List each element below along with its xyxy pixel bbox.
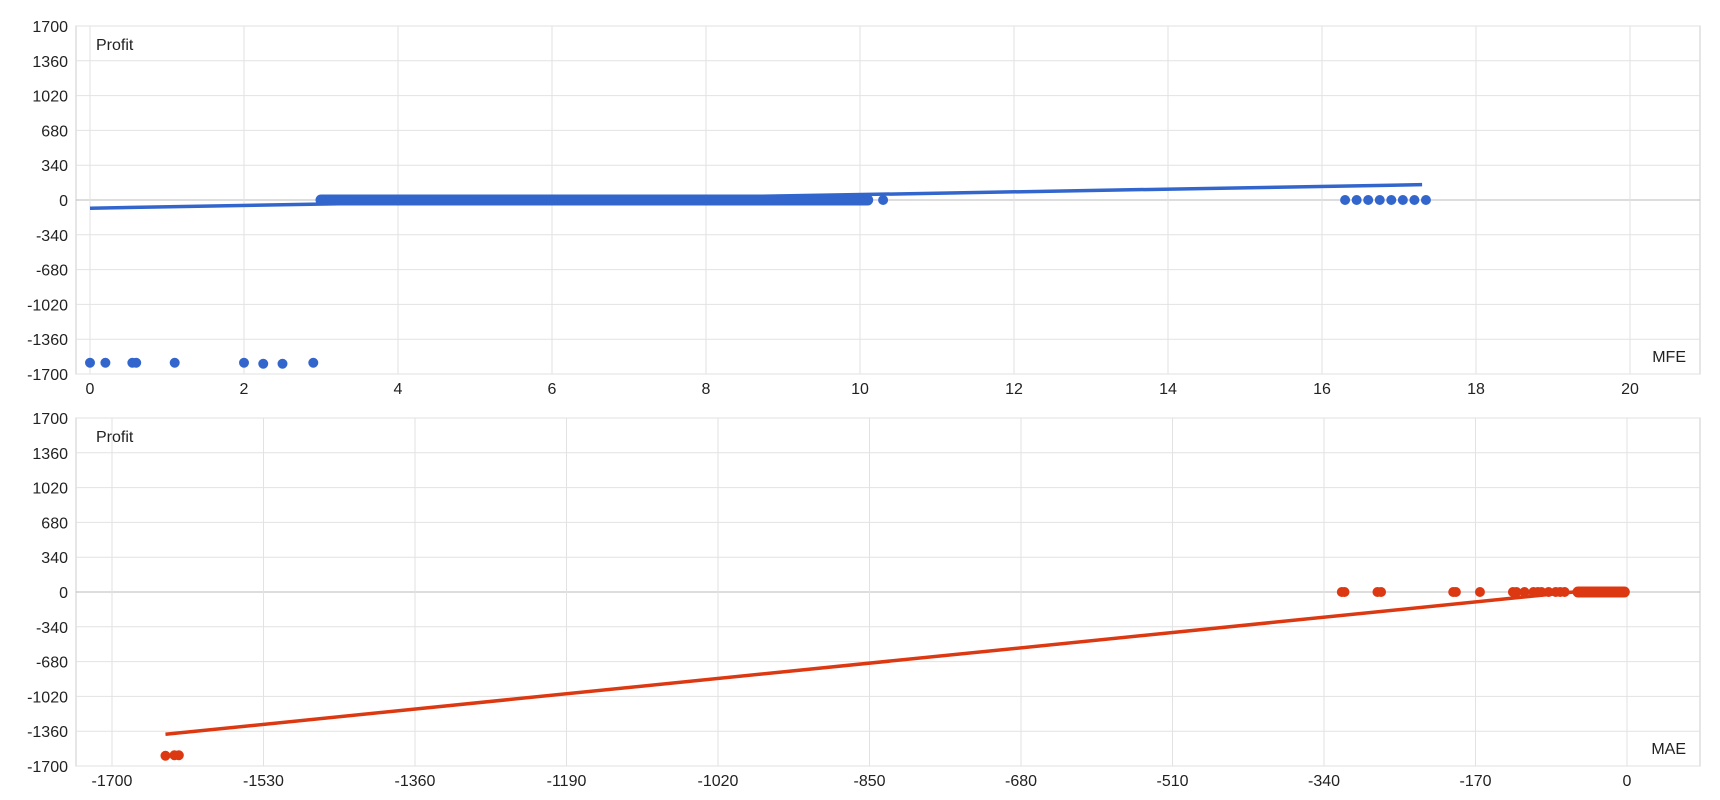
y-tick-label: 0 — [59, 193, 68, 210]
y-tick-label: 340 — [41, 550, 68, 567]
y-tick-label: -340 — [36, 620, 68, 637]
y-tick-label: -1360 — [27, 332, 68, 349]
x-tick-label: 6 — [548, 381, 557, 398]
scatter-point — [1376, 587, 1387, 597]
x-tick-label: 12 — [1005, 381, 1023, 398]
y-tick-label: -680 — [36, 655, 68, 672]
x-axis-title: MFE — [1652, 349, 1686, 366]
scatter-point — [100, 357, 111, 368]
y-tick-label: 680 — [41, 123, 68, 140]
scatter-point — [1511, 587, 1522, 597]
x-tick-label: 20 — [1621, 381, 1639, 398]
scatter-point — [878, 195, 889, 205]
scatter-point — [1374, 195, 1385, 205]
x-tick-label: 2 — [240, 381, 249, 398]
scatter-point — [1363, 195, 1374, 205]
x-tick-label: 18 — [1467, 381, 1485, 398]
x-tick-label: 10 — [851, 381, 869, 398]
scatter-point — [169, 357, 180, 368]
scatter-point — [855, 195, 865, 205]
x-tick-label: -1020 — [698, 773, 739, 790]
y-tick-label: 0 — [59, 585, 68, 602]
x-axis-title: MAE — [1651, 741, 1686, 758]
scatter-point — [277, 358, 288, 369]
chart-panel-2: 1700 1360 1020 680 340 0 -340 -680 -1020 -1360 -17… — [27, 411, 1701, 790]
y-tick-label: -1700 — [27, 759, 68, 776]
scatter-point — [1397, 195, 1408, 205]
scatter-point — [816, 195, 827, 205]
scatter-point — [1450, 587, 1461, 597]
x-tick-label: -340 — [1308, 773, 1340, 790]
scatter-point — [1420, 195, 1431, 205]
chart-panel-1: 1700136010206803400-340-680-1020-1360-17… — [27, 19, 1701, 398]
scatter-point — [85, 357, 95, 368]
x-tick-label: 14 — [1159, 381, 1177, 398]
y-tick-label: 1700 — [32, 411, 68, 428]
scatter-point — [1474, 587, 1485, 597]
y-tick-label: 1360 — [32, 446, 68, 463]
scatter-point — [173, 750, 184, 761]
x-tick-label: 8 — [702, 381, 711, 398]
scatter-point — [131, 357, 142, 368]
scatter-point — [1339, 587, 1350, 597]
scatter-point — [1597, 587, 1608, 597]
y-tick-label: 1360 — [32, 54, 68, 71]
y-axis-title: Profit — [96, 37, 134, 54]
x-tick-label: -680 — [1005, 773, 1037, 790]
scatter-point — [1409, 195, 1420, 205]
scatter-point — [1519, 587, 1530, 597]
y-tick-label: 1020 — [32, 481, 68, 498]
scatter-point — [160, 750, 171, 761]
y-tick-label: -1700 — [27, 367, 68, 384]
x-tick-label: -510 — [1156, 773, 1188, 790]
y-tick-label: -1020 — [27, 689, 68, 706]
y-tick-label: -340 — [36, 228, 68, 245]
x-tick-label: 16 — [1313, 381, 1331, 398]
y-tick-label: 680 — [41, 515, 68, 532]
scatter-point — [1619, 587, 1630, 597]
trendline — [165, 590, 1574, 737]
scatter-point — [1386, 195, 1397, 205]
y-tick-label: 1020 — [32, 89, 68, 106]
scatter-point — [308, 357, 319, 368]
y-tick-label: 340 — [41, 158, 68, 175]
x-tick-label: 4 — [394, 381, 403, 398]
x-tick-label: -170 — [1459, 773, 1491, 790]
y-tick-label: -680 — [36, 263, 68, 280]
x-tick-label: -1360 — [395, 773, 436, 790]
x-tick-label: 0 — [1623, 773, 1632, 790]
x-tick-label: -850 — [853, 773, 885, 790]
trendline — [89, 182, 1423, 210]
x-tick-label: -1190 — [547, 773, 587, 790]
y-tick-label: 1700 — [32, 19, 68, 36]
y-axis-title: Profit — [96, 429, 134, 446]
x-tick-label: 0 — [86, 381, 95, 398]
y-tick-label: -1360 — [27, 724, 68, 741]
y-tick-label: -1020 — [27, 297, 68, 314]
scatter-point — [1340, 195, 1351, 205]
x-tick-label: -1700 — [92, 773, 133, 790]
scatter-point — [258, 358, 269, 369]
scatter-point — [1351, 195, 1362, 205]
x-tick-label: -1530 — [243, 773, 284, 790]
scatter-point — [239, 357, 249, 368]
